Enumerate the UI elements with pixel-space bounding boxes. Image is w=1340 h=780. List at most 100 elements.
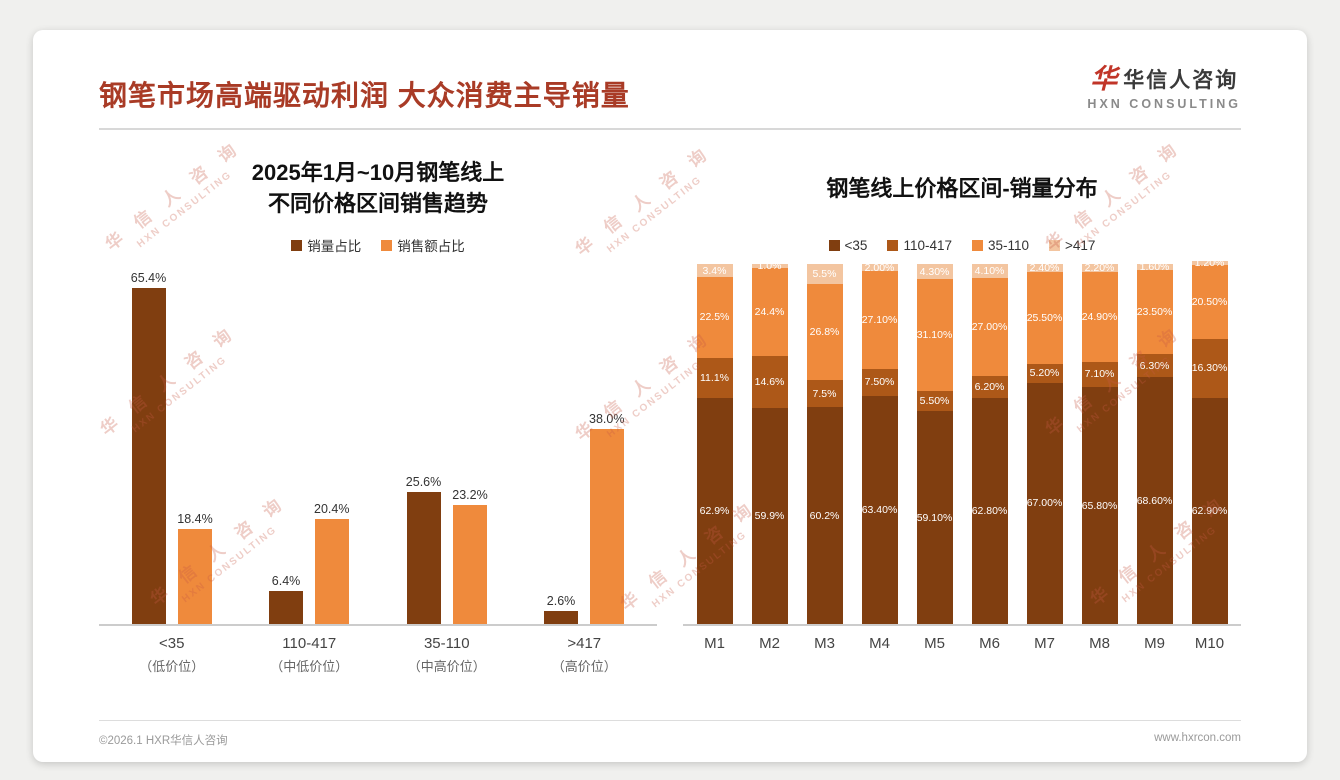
- category-name: M2: [759, 635, 780, 652]
- chart-sales-trend-categories: <35 （低价位） 110-417 （中低价位） 35-110 （中高价位） >417 （高价…: [99, 626, 657, 675]
- chart-sales-trend: 2025年1月~10月钢笔线上 不同价格区间销售趋势 销量占比 销售额占比 65.…: [99, 136, 657, 675]
- category-sublabel: （低价位）: [139, 659, 205, 674]
- segment-value-label: 6.20%: [974, 380, 1005, 393]
- category-name: M1: [704, 635, 725, 652]
- segment-value-label: 23.50%: [1136, 306, 1173, 319]
- legend-label: <35: [844, 237, 868, 253]
- brand-logo: 华 华信人咨询 HXN CONSULTING: [1087, 64, 1241, 111]
- category-name: M7: [1034, 635, 1055, 652]
- bar-group: 63.40% 7.50% 27.10% 2.00%: [852, 261, 907, 624]
- category-label: M10: [1182, 635, 1237, 652]
- category-sublabel: （中低价位）: [270, 659, 349, 674]
- segment-value-label: 7.10%: [1084, 368, 1115, 381]
- bar: [452, 504, 487, 624]
- bar-value-label: 38.0%: [589, 411, 625, 426]
- segment-value-label: 6.30%: [1139, 359, 1170, 372]
- category-name: M5: [924, 635, 945, 652]
- bar-group: 60.2% 7.5% 26.8% 5.5%: [797, 264, 852, 624]
- bar-segment: 59.10%: [916, 411, 953, 624]
- bar: [589, 428, 624, 624]
- legend-swatch: [828, 239, 840, 251]
- bar-group: 62.80% 6.20% 27.00% 4.10%: [962, 263, 1017, 624]
- charts-area: 2025年1月~10月钢笔线上 不同价格区间销售趋势 销量占比 销售额占比 65.…: [33, 130, 1307, 675]
- segment-value-label: 65.80%: [1081, 499, 1118, 512]
- brand-subtitle: HXN CONSULTING: [1087, 97, 1241, 111]
- category-label: M7: [1017, 635, 1072, 652]
- segment-value-label: 59.9%: [754, 510, 785, 523]
- bar-segment: 5.5%: [806, 264, 843, 284]
- bar-column: 18.4%: [177, 512, 213, 624]
- category-label: M1: [687, 635, 742, 652]
- stacked-bar: 59.10% 5.50% 31.10% 4.30%: [916, 263, 953, 624]
- category-label: >417 （高价位）: [516, 635, 654, 675]
- bar-group: 67.00% 5.20% 25.50% 2.40%: [1017, 262, 1072, 624]
- bar-group: 6.4% 20.4%: [241, 502, 379, 624]
- slide-card: 华 信 人 咨 询 HXN CONSULTING 华 信 人 咨 询 HXN CONS…: [33, 30, 1307, 762]
- bar-segment: 1.20%: [1191, 257, 1228, 269]
- segment-value-label: 27.00%: [971, 321, 1008, 334]
- category-label: 110-417 （中低价位）: [241, 635, 379, 675]
- bar-group: 59.10% 5.50% 31.10% 4.30%: [907, 263, 962, 624]
- category-label: M8: [1072, 635, 1127, 652]
- bar-segment: 67.00%: [1026, 382, 1063, 624]
- segment-value-label: 63.40%: [861, 503, 898, 516]
- chart-price-distribution-plot: 62.9% 11.1% 22.5% 3.4% 59.9% 14.6% 24.4% 1.0% 60…: [683, 257, 1241, 626]
- bar-segment: 27.00%: [971, 278, 1008, 376]
- legend-item: 110-417: [887, 238, 952, 253]
- page-title: 钢笔市场高端驱动利润 大众消费主导销量: [99, 80, 630, 111]
- bar-group: 68.60% 6.30% 23.50% 1.60%: [1127, 260, 1182, 624]
- category-name: M9: [1144, 635, 1165, 652]
- bar-segment: 62.90%: [1191, 397, 1228, 624]
- stacked-bar: 68.60% 6.30% 23.50% 1.60%: [1136, 260, 1173, 624]
- segment-value-label: 67.00%: [1026, 497, 1063, 510]
- bar-group: 65.4% 18.4%: [103, 271, 241, 624]
- bar-segment: 6.20%: [971, 375, 1008, 398]
- brand-name: 华信人咨询: [1123, 69, 1239, 92]
- bar-group: 59.9% 14.6% 24.4% 1.0%: [742, 260, 797, 624]
- bar-segment: 62.80%: [971, 397, 1008, 624]
- bar-segment: 11.1%: [696, 357, 733, 398]
- segment-value-label: 3.4%: [702, 264, 727, 277]
- segment-value-label: 16.30%: [1191, 362, 1228, 375]
- bar-segment: 7.50%: [861, 368, 898, 396]
- stacked-bar: 65.80% 7.10% 24.90% 2.20%: [1081, 262, 1118, 624]
- bar: [544, 610, 579, 624]
- segment-value-label: 24.4%: [754, 305, 785, 318]
- bar-segment: 1.60%: [1136, 260, 1173, 273]
- segment-value-label: 59.10%: [916, 511, 953, 524]
- segment-value-label: 22.5%: [699, 311, 730, 324]
- segment-value-label: 20.50%: [1191, 296, 1228, 309]
- segment-value-label: 62.90%: [1191, 504, 1228, 517]
- brand-mark-icon: 华: [1090, 63, 1118, 94]
- header-divider: [99, 128, 1241, 130]
- copyright-text: ©2026.1 HXR华信人咨询: [99, 735, 228, 747]
- legend-swatch: [381, 239, 393, 251]
- chart-sales-trend-title: 2025年1月~10月钢笔线上 不同价格区间销售趋势: [251, 160, 505, 216]
- bar-value-label: 20.4%: [314, 502, 350, 517]
- chart-price-distribution: 钢笔线上价格区间-销量分布 <35 110-417 35-110 >417 62.9%…: [683, 136, 1241, 675]
- category-label: M6: [962, 635, 1017, 652]
- category-name: <35: [159, 635, 185, 652]
- bar-segment: 25.50%: [1026, 272, 1063, 365]
- header: 钢笔市场高端驱动利润 大众消费主导销量 华 华信人咨询 HXN CONSULTI…: [33, 30, 1307, 114]
- category-label: M5: [907, 635, 962, 652]
- bar-segment: 23.50%: [1136, 269, 1173, 355]
- category-label: M2: [742, 635, 797, 652]
- bar-value-label: 65.4%: [130, 270, 167, 285]
- bar-group: 62.9% 11.1% 22.5% 3.4%: [687, 264, 742, 624]
- category-label: M9: [1127, 635, 1182, 652]
- stacked-bar: 60.2% 7.5% 26.8% 5.5%: [806, 264, 843, 624]
- legend-item: 销售额占比: [381, 235, 465, 255]
- bar-segment: 62.9%: [696, 397, 733, 624]
- legend-label: 销量占比: [307, 239, 362, 254]
- segment-value-label: 2.00%: [864, 261, 895, 274]
- bar-segment: 4.30%: [916, 263, 953, 280]
- segment-value-label: 62.9%: [699, 504, 730, 517]
- bar-segment: 4.10%: [971, 263, 1008, 279]
- segment-value-label: 68.60%: [1136, 494, 1173, 507]
- segment-value-label: 1.60%: [1139, 260, 1170, 273]
- bar-segment: 68.60%: [1136, 377, 1173, 624]
- bar: [177, 529, 212, 624]
- legend-item: 销量占比: [291, 235, 361, 255]
- bar-segment: 63.40%: [861, 395, 898, 624]
